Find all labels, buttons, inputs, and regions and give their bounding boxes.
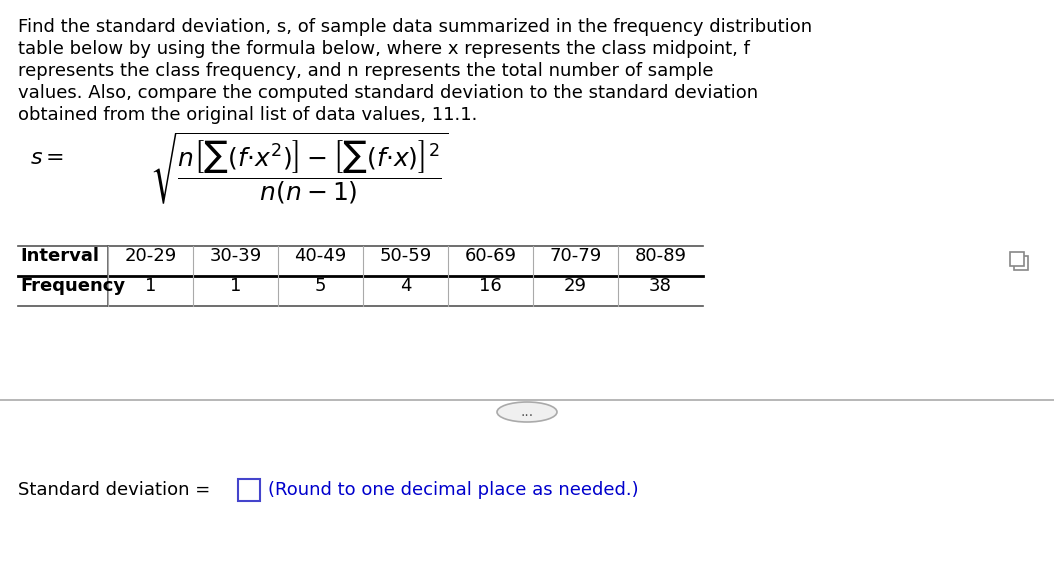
- Text: 80-89: 80-89: [635, 247, 686, 265]
- FancyBboxPatch shape: [1014, 256, 1028, 270]
- Text: 16: 16: [480, 277, 502, 295]
- Text: $s =$: $s =$: [30, 148, 64, 168]
- Text: 50-59: 50-59: [379, 247, 432, 265]
- Text: $\sqrt{\dfrac{n\left[\sum\left(f{\cdot}x^{2}\right)\right]-\left[\sum\left(f{\cd: $\sqrt{\dfrac{n\left[\sum\left(f{\cdot}x…: [150, 130, 448, 206]
- Text: 40-49: 40-49: [294, 247, 347, 265]
- Text: 29: 29: [564, 277, 587, 295]
- Text: ...: ...: [521, 405, 533, 419]
- Text: Find the standard deviation, s, of sample data summarized in the frequency distr: Find the standard deviation, s, of sampl…: [18, 18, 813, 36]
- Text: 4: 4: [399, 277, 411, 295]
- Text: obtained from the original list of data values, 11.1.: obtained from the original list of data …: [18, 106, 477, 124]
- Text: 20-29: 20-29: [124, 247, 177, 265]
- Text: 30-39: 30-39: [210, 247, 261, 265]
- Text: values. Also, compare the computed standard deviation to the standard deviation: values. Also, compare the computed stand…: [18, 84, 758, 102]
- FancyBboxPatch shape: [238, 479, 260, 501]
- Text: Standard deviation =: Standard deviation =: [18, 481, 216, 499]
- Text: Interval: Interval: [20, 247, 99, 265]
- Text: (Round to one decimal place as needed.): (Round to one decimal place as needed.): [268, 481, 639, 499]
- Ellipse shape: [497, 402, 557, 422]
- Text: 60-69: 60-69: [465, 247, 516, 265]
- Text: table below by using the formula below, where x represents the class midpoint, f: table below by using the formula below, …: [18, 40, 749, 58]
- Text: represents the class frequency, and n represents the total number of sample: represents the class frequency, and n re…: [18, 62, 714, 80]
- Text: Frequency: Frequency: [20, 277, 125, 295]
- Text: 70-79: 70-79: [549, 247, 602, 265]
- Text: 38: 38: [649, 277, 672, 295]
- Text: 5: 5: [315, 277, 327, 295]
- Text: 1: 1: [144, 277, 156, 295]
- Text: 1: 1: [230, 277, 241, 295]
- FancyBboxPatch shape: [1010, 252, 1024, 266]
